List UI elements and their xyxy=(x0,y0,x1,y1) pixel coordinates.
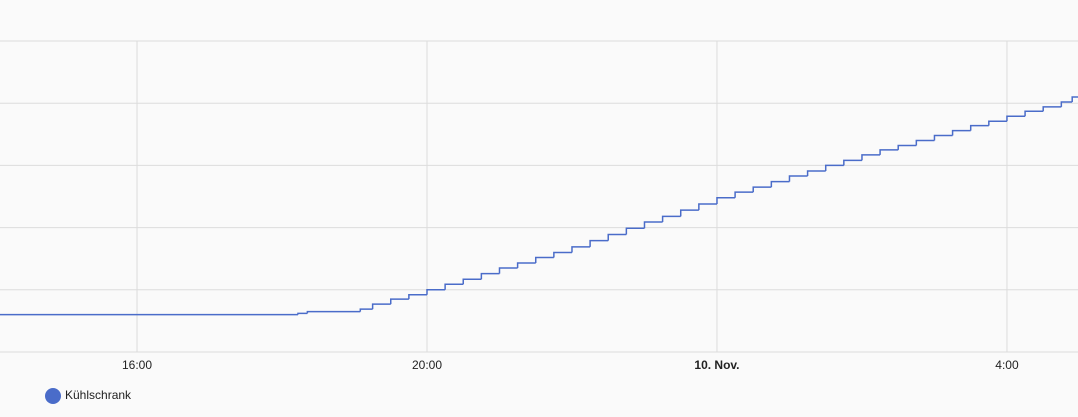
legend-marker xyxy=(45,388,61,404)
line-step xyxy=(371,303,391,310)
line-step xyxy=(951,129,971,136)
legend-label: Kühlschrank xyxy=(65,388,132,402)
line-step xyxy=(571,246,591,253)
line-step xyxy=(625,227,645,235)
line-step xyxy=(389,298,409,305)
line-step xyxy=(1006,115,1026,122)
line-step xyxy=(426,289,446,295)
line-step xyxy=(297,312,308,315)
line-step xyxy=(589,239,609,247)
line-step xyxy=(806,170,826,176)
line-step xyxy=(462,278,482,285)
line-step xyxy=(1024,110,1044,117)
x-tick-label: 16:00 xyxy=(122,358,152,372)
line-step xyxy=(843,159,862,166)
line-step xyxy=(516,262,536,269)
line-step xyxy=(444,283,464,290)
line-step xyxy=(480,272,500,280)
line-step xyxy=(752,186,772,193)
line-step xyxy=(716,196,736,204)
line-step xyxy=(359,308,373,312)
line-step xyxy=(861,154,881,161)
line-step xyxy=(897,144,917,150)
line-step xyxy=(879,149,899,155)
line-step xyxy=(607,233,627,241)
line-step xyxy=(933,134,953,141)
line-step xyxy=(788,175,808,182)
line-step xyxy=(408,294,427,300)
line-step xyxy=(770,180,790,188)
line-step xyxy=(969,124,989,131)
line-step xyxy=(643,221,663,229)
line-step xyxy=(679,209,699,217)
line-step xyxy=(498,267,518,274)
line-step xyxy=(824,164,844,171)
line-step xyxy=(734,191,754,198)
x-tick-label: 4:00 xyxy=(995,358,1019,372)
line-step xyxy=(1060,101,1073,107)
line-step xyxy=(1071,96,1078,102)
line-step xyxy=(534,256,554,264)
line-step xyxy=(698,203,717,211)
line-step xyxy=(553,251,572,258)
line-step xyxy=(988,120,1007,126)
line-step xyxy=(915,139,935,146)
line-step xyxy=(661,215,681,223)
line-step xyxy=(306,310,361,314)
line-step xyxy=(1042,106,1062,112)
x-tick-label: 10. Nov. xyxy=(694,358,739,372)
x-tick-label: 20:00 xyxy=(412,358,442,372)
